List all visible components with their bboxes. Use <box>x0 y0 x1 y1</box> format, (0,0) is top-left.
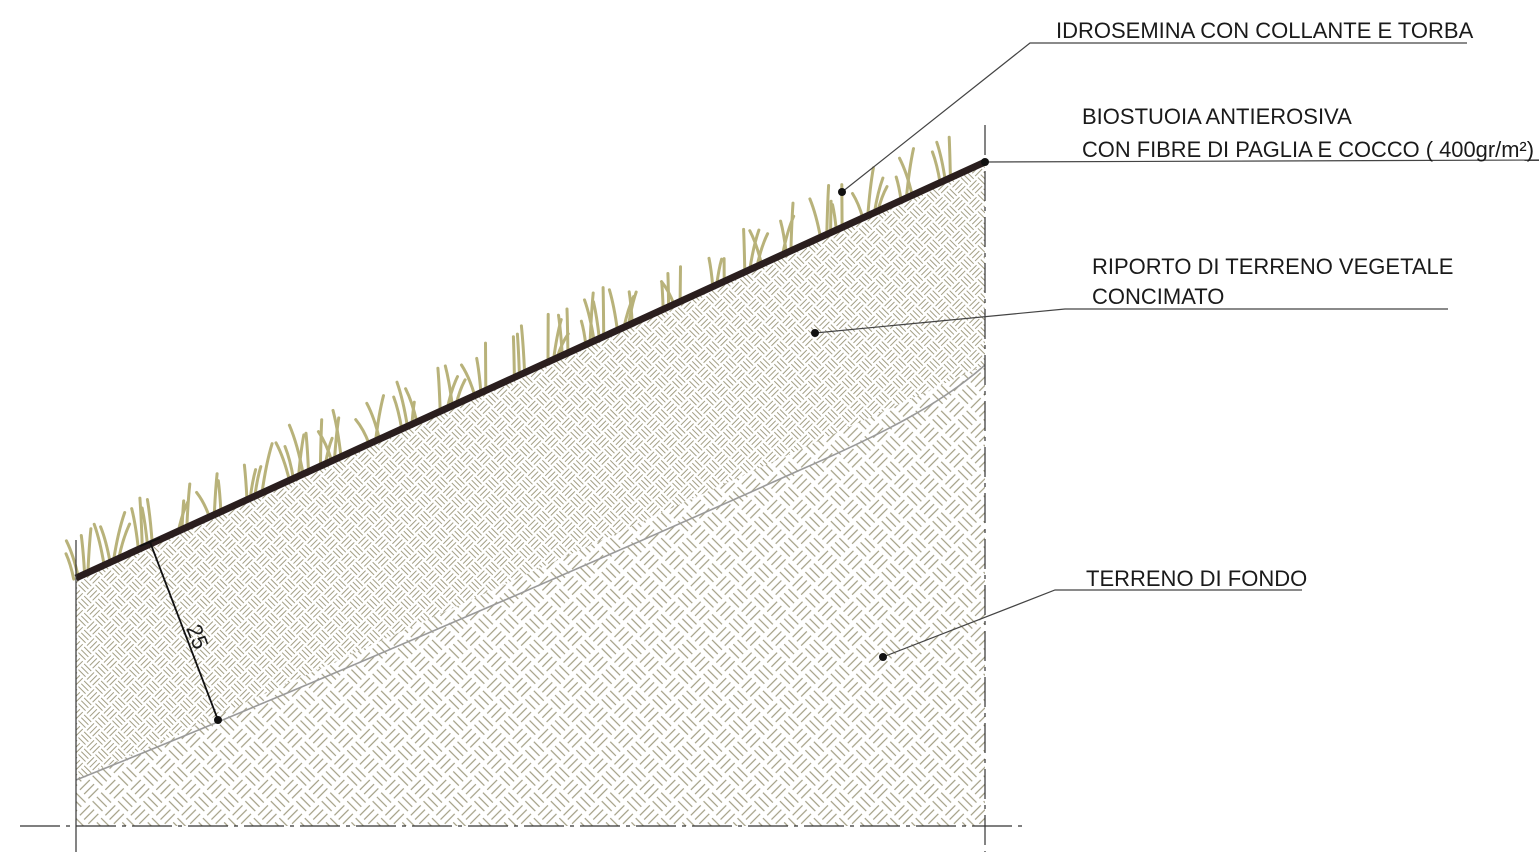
grass-blade <box>260 442 274 495</box>
grass-blade <box>374 394 385 443</box>
label-biomat-line2: CON FIBRE DI PAGLIA E COCCO ( 400gr/m²) <box>1082 137 1534 162</box>
leader-subsoil <box>882 589 1302 658</box>
grass-blade <box>185 482 192 529</box>
leader-topsoil <box>814 308 1448 334</box>
grass-blade <box>331 408 343 459</box>
topsoil-layer <box>76 162 985 780</box>
grass-blade <box>395 380 409 428</box>
grass-blade <box>138 496 144 550</box>
grass-blade <box>829 199 833 235</box>
grass-blade <box>607 288 619 332</box>
grass-blade <box>242 463 249 502</box>
grass-blade <box>92 522 106 567</box>
grass-blade <box>707 256 715 289</box>
thickness-dimension-line <box>149 541 219 721</box>
grass-blade <box>112 511 127 563</box>
grass-blade <box>557 313 564 357</box>
leader-dot-hydroseeding <box>838 188 846 196</box>
grass-blade <box>145 498 154 545</box>
grass-blade <box>565 307 570 355</box>
grass-blade <box>519 324 527 375</box>
grass-blade <box>515 332 521 377</box>
label-hydroseeding: IDROSEMINA CON COLLANTE E TORBA <box>1056 18 1474 43</box>
grass-blade <box>443 364 454 408</box>
label-biomat-line1: BIOSTUOIA ANTIEROSIVA <box>1082 104 1352 129</box>
grass-blade <box>64 539 80 579</box>
biomat-line <box>74 158 987 582</box>
grass-blade <box>789 201 795 253</box>
grass-blade <box>851 192 865 220</box>
grass-blade <box>212 472 219 517</box>
grass-blade <box>64 552 76 581</box>
grass-blade <box>930 150 942 184</box>
leader-dot-topsoil <box>811 329 819 337</box>
grass-blade <box>392 395 404 431</box>
grass-blade <box>130 507 140 551</box>
grass-blade <box>898 156 914 197</box>
grass-blade <box>742 227 747 274</box>
grass-blade <box>935 140 947 182</box>
label-topsoil-line1: RIPORTO DI TERRENO VEGETALE <box>1092 254 1453 279</box>
grass-blade <box>354 418 371 446</box>
grass-blade <box>287 423 305 476</box>
grass-blade <box>86 527 93 575</box>
leader-hydroseeding <box>841 42 1467 193</box>
grass-tuft <box>64 527 93 581</box>
topsoil-boundary-line <box>75 364 986 781</box>
leader-biomat <box>984 159 1539 163</box>
grass-blade <box>808 197 822 239</box>
grass-blade <box>304 431 310 474</box>
grass-blade <box>274 441 291 482</box>
grass-blade <box>511 335 516 379</box>
grass-blade <box>436 366 442 413</box>
grass-blade <box>475 356 483 395</box>
grass-blade <box>79 534 87 576</box>
dimension-tick <box>139 537 161 547</box>
grass-blade <box>660 281 665 311</box>
grass-blade <box>583 298 596 343</box>
grass-blade <box>216 479 223 514</box>
grass-blade <box>588 291 595 345</box>
grass-blade <box>866 166 875 218</box>
grass-blade <box>947 135 952 180</box>
grass-blade <box>904 147 915 200</box>
grass-blade <box>365 401 381 441</box>
grass-blade <box>297 433 306 478</box>
grass-blade <box>601 286 606 338</box>
grass-tuft <box>511 324 527 379</box>
grass-blade <box>318 418 324 468</box>
leader-dot-biomat <box>981 158 989 166</box>
label-subsoil: TERRENO DI FONDO <box>1086 566 1307 591</box>
label-topsoil-line2: CONCIMATO <box>1092 284 1224 309</box>
leader-dot-subsoil <box>879 653 887 661</box>
grass-tuft <box>460 341 488 397</box>
grass-blade <box>195 490 211 519</box>
grass-blade <box>825 184 831 236</box>
grass-blade <box>831 203 838 232</box>
dimension-end-dot <box>214 716 222 724</box>
grass-blade <box>592 300 601 340</box>
grass-blade <box>333 416 341 462</box>
